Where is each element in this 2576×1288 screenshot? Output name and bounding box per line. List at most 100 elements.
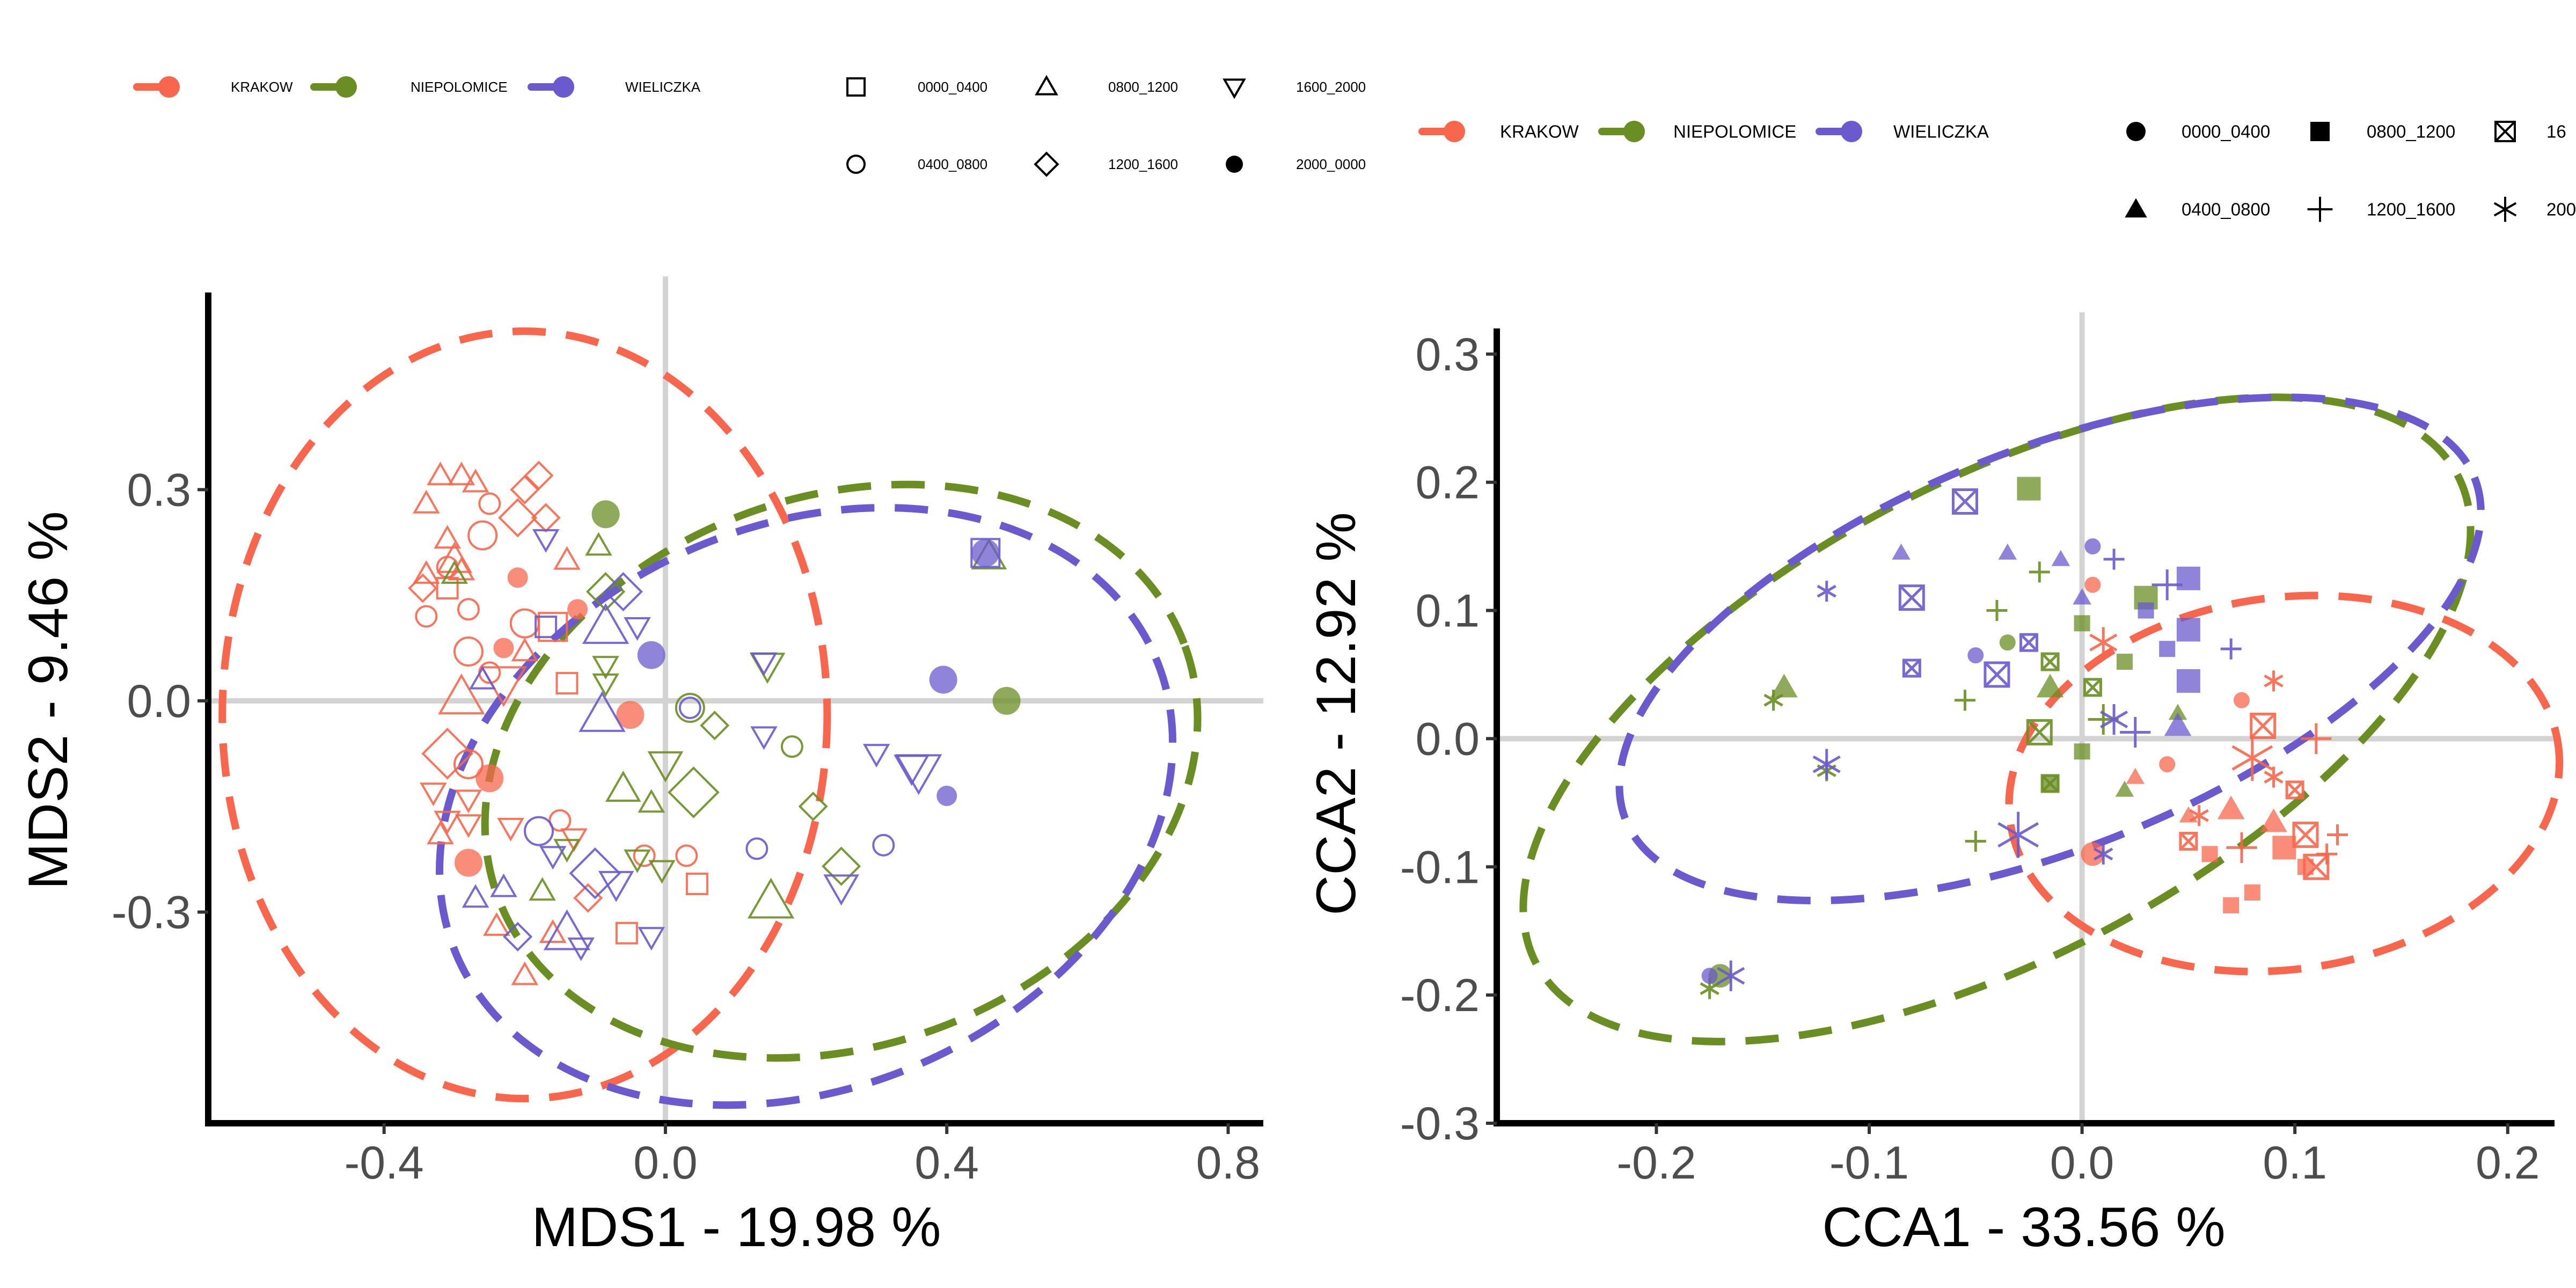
y-tick-label: -0.2	[1400, 970, 1480, 1021]
point-wieliczka-filled-square-marker	[2159, 641, 2176, 657]
legend-shape-0400_0800: 0400_0800	[846, 155, 987, 174]
point-niepolomice-diamond-marker	[700, 711, 730, 741]
point-niepolomice-square-x-marker	[2026, 719, 2053, 745]
point-wieliczka-asterisk-marker	[1817, 581, 1836, 602]
x-tick-label: 0.1	[2263, 1137, 2327, 1189]
point-krakow-triangle-marker	[438, 674, 485, 715]
point-wieliczka-square-marker	[970, 538, 1001, 568]
point-niepolomice-asterisk-marker	[1763, 690, 1783, 711]
point-wieliczka-plus-marker	[2220, 638, 2242, 660]
point-niepolomice-filled-circle-marker	[1999, 634, 2016, 651]
left-tick-labels: -0.4 0.0 0.4 0.8 -0.3 0.0 0.3	[112, 464, 1260, 1189]
point-niepolomice-triangle-marker	[529, 877, 556, 901]
point-wieliczka-triangle-marker	[462, 884, 489, 908]
legend-shape-0000_0400: 0000_0400	[2126, 122, 2270, 142]
point-niepolomice-plus-marker	[2029, 561, 2050, 583]
point-wieliczka-asterisk-marker	[2094, 843, 2113, 865]
point-niepolomice-square-x-marker	[2083, 678, 2102, 697]
asterisk-marker	[2493, 196, 2517, 222]
legend-shape-label: 16	[2546, 122, 2566, 142]
legend-shape-1600_2000: 1600_2000	[1223, 78, 1366, 99]
triangle-down-marker	[1223, 78, 1246, 99]
point-krakow-triangle-down-marker	[434, 810, 461, 835]
point-krakow-diamond-marker	[408, 573, 438, 603]
point-krakow-square-x-marker	[2179, 831, 2198, 851]
point-wieliczka-triangle-down-marker	[532, 529, 560, 553]
legend-label: KRAKOW	[1500, 122, 1579, 142]
point-krakow-filled-triangle-marker	[2217, 795, 2245, 819]
point-wieliczka-asterisk-marker	[1997, 811, 2039, 858]
legend-shape-label: 0000_0400	[918, 79, 987, 95]
legend-shape-label: 0000_0400	[2182, 122, 2270, 142]
point-niepolomice-triangle-down-marker	[648, 860, 676, 884]
point-niepolomice-diamond-marker	[821, 846, 861, 886]
point-wieliczka-triangle-down-marker	[598, 870, 634, 902]
legend-shape-16: 16	[2494, 121, 2566, 142]
ellipse-krakow	[218, 327, 831, 1103]
y-tick-label: 0.3	[1415, 329, 1480, 380]
point-krakow-asterisk-marker	[2264, 670, 2284, 692]
point-niepolomice-triangle-down-marker	[553, 839, 581, 863]
legend-shape-label: 1200_1600	[2367, 200, 2455, 219]
point-krakow-filled-triangle-marker	[2126, 767, 2145, 784]
point-wieliczka-triangle-down-marker	[539, 846, 567, 870]
left-points	[408, 460, 1021, 985]
legend-dot	[335, 76, 357, 98]
point-wieliczka-filled-triangle-marker	[1998, 543, 2017, 560]
point-krakow-triangle-marker	[434, 525, 461, 549]
left-y-axis-title: MDS2 - 9.46 %	[17, 511, 79, 889]
point-niepolomice-diamond-marker	[586, 572, 626, 612]
point-wieliczka-triangle-down-marker	[750, 726, 778, 750]
right-points	[1700, 477, 2348, 999]
plus-marker	[2307, 196, 2333, 222]
point-krakow-square-x-marker	[2292, 822, 2319, 848]
legend-item-niepolomice: NIEPOLOMICE	[1598, 121, 1796, 142]
y-tick-label: 0.1	[1415, 586, 1480, 637]
point-niepolomice-square-x-marker	[2040, 652, 2060, 671]
point-krakow-circle-marker	[453, 636, 484, 667]
point-niepolomice-filled-triangle-marker	[2168, 704, 2187, 720]
y-tick-label: -0.1	[1400, 841, 1480, 893]
point-niepolomice-filled-circle-marker	[591, 500, 620, 529]
point-wieliczka-triangle-marker	[582, 603, 630, 644]
point-krakow-triangle-marker	[462, 469, 489, 493]
point-krakow-triangle-down-marker	[420, 782, 447, 807]
ellipse-krakow	[2005, 591, 2564, 976]
filled-circle-marker	[1226, 156, 1243, 173]
point-niepolomice-circle-marker	[780, 735, 803, 758]
point-krakow-plus-marker	[2326, 824, 2348, 846]
right-x-axis-title: CCA1 - 33.56 %	[1822, 1196, 2225, 1258]
point-niepolomice-filled-circle-marker	[992, 686, 1021, 715]
point-wieliczka-triangle-marker	[490, 873, 517, 897]
left-zero-lines	[208, 276, 1263, 1123]
point-niepolomice-triangle-down-marker	[624, 849, 651, 873]
point-krakow-triangle-marker	[511, 961, 539, 985]
square-x-marker	[2494, 121, 2516, 142]
point-niepolomice-triangle-marker	[747, 877, 795, 919]
legend-dot	[553, 76, 574, 98]
legend-shape-0400_0800: 0400_0800	[2125, 198, 2270, 219]
x-tick-label: 0.2	[2476, 1137, 2540, 1189]
point-wieliczka-triangle-marker	[543, 909, 591, 950]
point-wieliczka-asterisk-marker	[1717, 960, 1745, 991]
point-niepolomice-filled-triangle-marker	[2036, 674, 2064, 698]
legend-shape-label: 0400_0800	[2182, 200, 2270, 219]
point-wieliczka-filled-circle-marker	[971, 539, 1000, 567]
point-wieliczka-triangle-marker	[579, 691, 626, 732]
point-wieliczka-square-marker	[535, 616, 558, 639]
y-tick-label: 0.2	[1415, 457, 1480, 509]
legend-item-niepolomice: NIEPOLOMICE	[310, 76, 508, 98]
point-krakow-plus-marker	[2301, 723, 2332, 754]
y-tick-label: -0.3	[1400, 1098, 1480, 1150]
point-wieliczka-diamond-marker	[603, 572, 643, 612]
right-y-axis-title: CCA2 - 12.92 %	[1305, 512, 1367, 915]
point-wieliczka-triangle-down-marker	[823, 874, 859, 906]
point-niepolomice-diamond-marker	[668, 766, 720, 818]
point-niepolomice-triangle-marker	[605, 770, 641, 802]
point-krakow-triangle-marker	[427, 462, 454, 486]
legend-dot	[1841, 121, 1862, 142]
point-krakow-filled-circle-marker	[493, 638, 514, 658]
point-krakow-circle-marker	[457, 598, 480, 621]
panel-left: KRAKOW NIEPOLOMICE WIELICZKA 0000_0400 0800_…	[17, 75, 1366, 1258]
ellipse-wieliczka	[1615, 393, 2485, 905]
